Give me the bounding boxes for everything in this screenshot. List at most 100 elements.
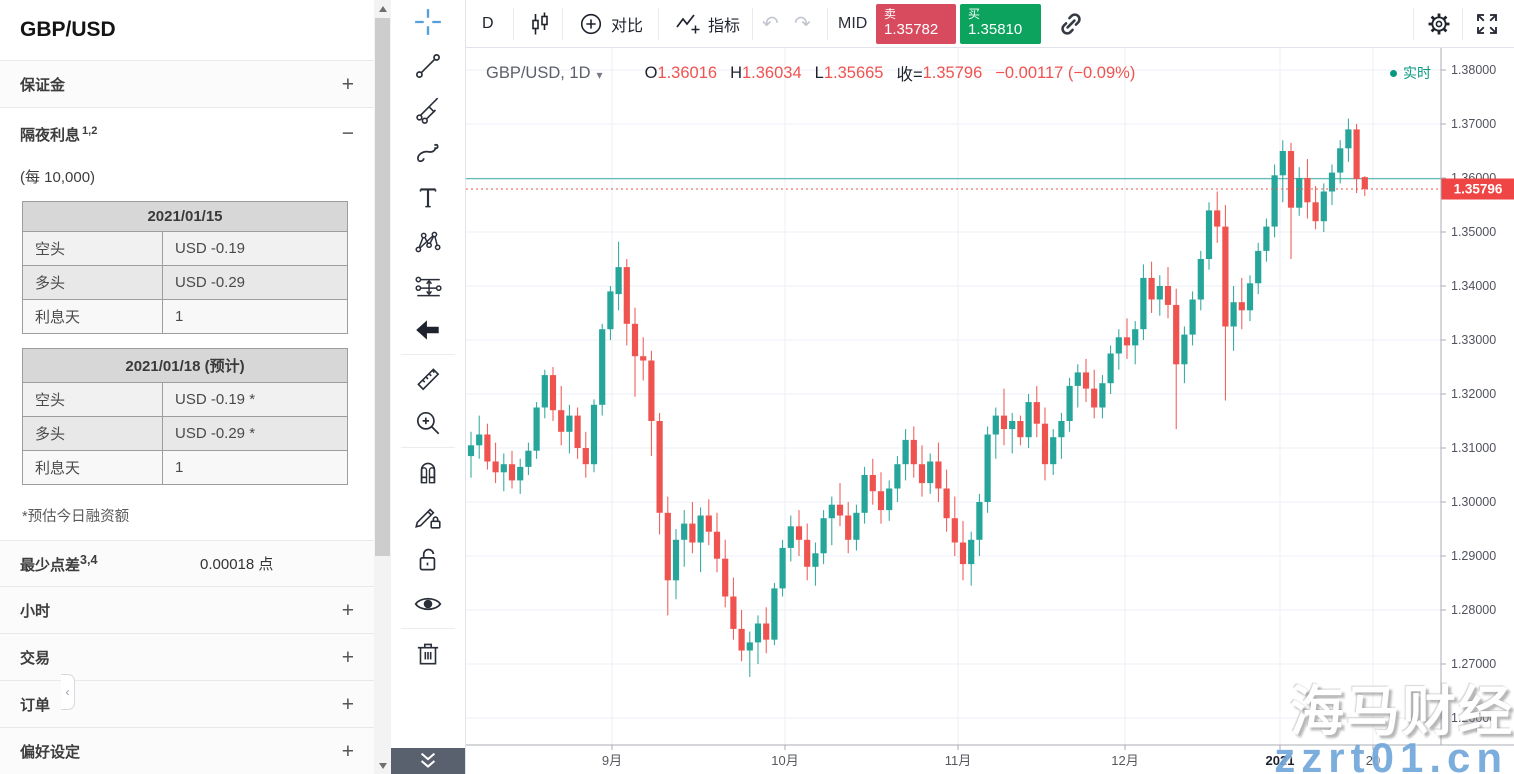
table-header-date: 2021/01/15 bbox=[22, 201, 348, 232]
chart-style-button[interactable] bbox=[526, 0, 554, 47]
close-value: 1.35796 bbox=[922, 63, 983, 82]
plus-icon[interactable]: + bbox=[341, 692, 354, 716]
candlestick-series[interactable] bbox=[467, 118, 1368, 677]
indicators-button[interactable]: 指标 bbox=[674, 0, 740, 47]
legend-symbol[interactable]: GBP/USD, 1D bbox=[486, 63, 591, 82]
price-axis-label: 1.32000 bbox=[1451, 387, 1496, 401]
price-axis-label: 1.26000 bbox=[1451, 711, 1496, 725]
toolbar-divider bbox=[752, 8, 753, 40]
section-hours-label: 小时 bbox=[20, 602, 51, 620]
section-preferences-label: 偏好设定 bbox=[20, 743, 81, 761]
row-label: 利息天 bbox=[22, 450, 163, 485]
brush-icon bbox=[417, 143, 439, 163]
sidebar-scrollbar[interactable] bbox=[374, 0, 391, 774]
section-preferences[interactable]: 偏好设定 + bbox=[0, 727, 374, 774]
link-button[interactable] bbox=[1056, 0, 1086, 47]
change-value: −0.00117 (−0.09%) bbox=[995, 63, 1136, 82]
fullscreen-button[interactable] bbox=[1473, 0, 1501, 47]
section-orders[interactable]: 订单 + bbox=[0, 680, 374, 727]
table-header-date: 2021/01/18 (预计) bbox=[22, 348, 348, 383]
plus-icon[interactable]: + bbox=[341, 72, 354, 96]
zoom-in-tool-button[interactable] bbox=[391, 401, 465, 445]
row-value: USD -0.19 bbox=[162, 231, 348, 266]
candlestick-chart[interactable]: 1.380001.370001.360001.350001.340001.330… bbox=[466, 48, 1514, 774]
trend-line-icon bbox=[415, 53, 441, 79]
double-chevron-down-icon bbox=[420, 752, 436, 768]
plus-icon[interactable]: + bbox=[341, 598, 354, 622]
min-spread-row: 最少点差3,4 0.00018 点 bbox=[0, 540, 374, 586]
section-hours[interactable]: 小时 + bbox=[0, 586, 374, 633]
section-margin[interactable]: 保证金 + bbox=[0, 60, 374, 107]
toolbar-divider bbox=[1413, 8, 1414, 40]
plus-icon[interactable]: + bbox=[341, 645, 354, 669]
realtime-dot-icon bbox=[1390, 69, 1397, 77]
sell-price: 1.35782 bbox=[884, 21, 939, 38]
row-value: 1 bbox=[162, 450, 348, 485]
brush-tool-button[interactable] bbox=[391, 132, 465, 176]
lock-all-drawings-button[interactable] bbox=[391, 538, 465, 582]
compare-label: 对比 bbox=[611, 17, 644, 35]
pitchfork-tool-button[interactable] bbox=[391, 88, 465, 132]
min-spread-value: 0.00018 点 bbox=[200, 556, 274, 573]
drawing-mode-lock-button[interactable] bbox=[391, 494, 465, 538]
symbol-title: GBP/USD bbox=[20, 18, 116, 41]
plus-icon[interactable]: + bbox=[341, 739, 354, 763]
text-tool-button[interactable] bbox=[391, 176, 465, 220]
ruler-icon bbox=[417, 368, 440, 391]
toolbar-collapse-handle[interactable]: ‹ bbox=[61, 674, 75, 710]
time-axis-label: 11月 bbox=[945, 753, 972, 768]
low-value: 1.35665 bbox=[823, 63, 884, 82]
measure-tool-button[interactable] bbox=[391, 357, 465, 401]
table-row: 多头 USD -0.29 * bbox=[22, 416, 348, 451]
row-label: 多头 bbox=[22, 265, 163, 300]
text-icon bbox=[419, 188, 437, 208]
redo-button[interactable]: ↷ bbox=[794, 13, 811, 35]
open-value: 1.36016 bbox=[657, 63, 718, 82]
scrollbar-down-button[interactable] bbox=[374, 757, 391, 774]
price-mode-mid[interactable]: MID bbox=[838, 14, 868, 32]
hide-all-drawings-button[interactable] bbox=[391, 582, 465, 626]
scrollbar-up-button[interactable] bbox=[374, 0, 391, 17]
close-label: 收= bbox=[896, 66, 923, 84]
zoom-in-icon bbox=[416, 411, 440, 435]
chevron-down-icon[interactable]: ▾ bbox=[596, 67, 603, 82]
scrollbar-thumb[interactable] bbox=[375, 18, 390, 556]
minus-icon[interactable]: − bbox=[341, 122, 354, 145]
crosshair-tool-button[interactable] bbox=[391, 0, 465, 44]
chart-settings-button[interactable] bbox=[1424, 0, 1454, 47]
price-axis-label: 1.33000 bbox=[1451, 333, 1496, 347]
undo-button[interactable]: ↶ bbox=[762, 13, 779, 35]
sell-button[interactable]: 卖 1.35782 bbox=[876, 4, 956, 44]
trend-line-tool-button[interactable] bbox=[391, 44, 465, 88]
collapse-drawbar-button[interactable] bbox=[391, 748, 465, 774]
toolbar-separator bbox=[401, 447, 455, 448]
pitchfork-icon bbox=[416, 97, 439, 124]
row-label: 多头 bbox=[22, 416, 163, 451]
xabcd-pattern-tool-button[interactable] bbox=[391, 220, 465, 264]
interval-button[interactable]: D bbox=[482, 14, 494, 32]
table-row: 空头 USD -0.19 * bbox=[22, 382, 348, 417]
remove-drawings-button[interactable] bbox=[391, 631, 465, 675]
section-trading[interactable]: 交易 + bbox=[0, 633, 374, 680]
toolbar-separator bbox=[401, 354, 455, 355]
xabcd-pattern-icon bbox=[415, 231, 441, 253]
position-tool-button[interactable] bbox=[391, 264, 465, 308]
section-margin-label: 保证金 bbox=[20, 76, 66, 94]
compare-button[interactable]: 对比 bbox=[578, 0, 643, 47]
drawing-toolbar bbox=[391, 0, 466, 774]
fullscreen-icon bbox=[1477, 13, 1497, 34]
price-axis-label: 1.28000 bbox=[1451, 603, 1496, 617]
table-row: 利息天 1 bbox=[22, 450, 348, 485]
arrow-marker-tool-button[interactable] bbox=[391, 308, 465, 352]
buy-button[interactable]: 买 1.35810 bbox=[960, 4, 1041, 44]
section-trading-label: 交易 bbox=[20, 649, 51, 667]
chart-legend[interactable]: GBP/USD, 1D ▾ O 1.36016 H 1.36034 L 1.35665… bbox=[486, 61, 1135, 85]
crosshair-icon bbox=[415, 9, 441, 35]
section-overnight-interest[interactable]: 隔夜利息 1,2 − bbox=[0, 107, 374, 152]
time-axis-label: 2021 bbox=[1266, 753, 1295, 768]
estimate-footnote: *预估今日融资额 bbox=[22, 509, 130, 525]
magnet-mode-button[interactable] bbox=[391, 450, 465, 494]
price-axis-label: 1.35000 bbox=[1451, 225, 1496, 239]
table-row: 空头 USD -0.19 bbox=[22, 231, 348, 266]
